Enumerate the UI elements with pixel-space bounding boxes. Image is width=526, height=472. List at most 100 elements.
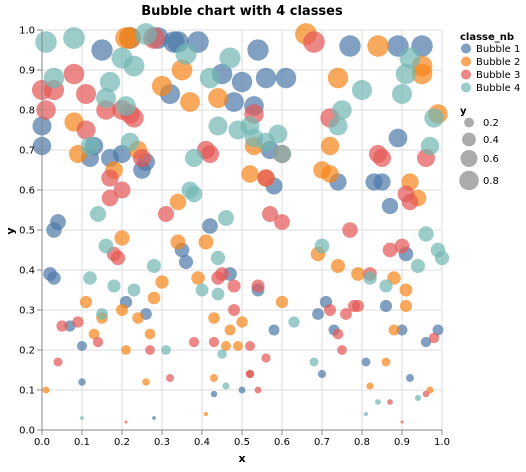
bubble-4-point bbox=[135, 23, 157, 45]
bubble-3-point bbox=[228, 304, 240, 316]
bubble-3-point bbox=[110, 250, 126, 266]
bubble-3-point bbox=[401, 193, 419, 211]
chart-title: Bubble chart with 4 classes bbox=[141, 4, 343, 19]
x-tick-label: 0.1 bbox=[74, 437, 90, 448]
bubble-3-point bbox=[382, 242, 398, 258]
size-legend-swatch bbox=[462, 132, 476, 147]
bubble-4-point bbox=[185, 185, 203, 203]
bubble-2-point bbox=[241, 165, 259, 183]
bubble-1-point bbox=[406, 374, 414, 382]
bubble-4-point bbox=[424, 108, 444, 128]
bubble-1-point bbox=[317, 369, 327, 379]
y-tick-label: 0.9 bbox=[19, 66, 35, 77]
size-legend-swatch bbox=[460, 150, 478, 167]
bubble-3-point bbox=[200, 144, 220, 164]
bubble-2-point bbox=[132, 312, 144, 324]
bubble-2-point bbox=[114, 230, 130, 246]
x-tick-label: 0.9 bbox=[394, 437, 410, 448]
legend-label: Bubble 2 bbox=[476, 57, 520, 68]
bubble-4-point bbox=[89, 205, 107, 223]
bubble-1-point bbox=[152, 416, 156, 420]
bubble-3-point bbox=[157, 205, 175, 223]
legend-swatch bbox=[461, 82, 471, 93]
bubble-3-point bbox=[332, 328, 344, 340]
bubble-4-point bbox=[116, 96, 136, 116]
bubble-3-point bbox=[101, 189, 119, 207]
size-legend-entry: 0.4 bbox=[462, 132, 499, 147]
bubble-1-point bbox=[224, 92, 244, 112]
bubble-1-point bbox=[388, 128, 408, 148]
bubble-2-point bbox=[366, 382, 374, 390]
bubble-2-point bbox=[411, 63, 433, 85]
bubble-4-point bbox=[414, 394, 422, 402]
bubble-4-point bbox=[98, 238, 114, 254]
bubbles-layer bbox=[31, 23, 450, 424]
bubble-2-point bbox=[210, 374, 218, 382]
bubble-3-point bbox=[261, 205, 279, 223]
bubble-4-point bbox=[288, 316, 300, 328]
bubble-3-point bbox=[53, 357, 63, 367]
size-legend-entry: 0.8 bbox=[459, 170, 499, 191]
bubble-1-point bbox=[210, 390, 218, 398]
legend-swatch bbox=[461, 56, 471, 67]
bubble-3-point bbox=[422, 390, 430, 398]
y-tick-label: 0.8 bbox=[19, 106, 35, 117]
bubble-2-point bbox=[151, 75, 173, 97]
bubble-3-point bbox=[132, 148, 152, 168]
bubble-1-point bbox=[91, 39, 113, 61]
bubble-2-point bbox=[351, 267, 365, 281]
x-tick-label: 0.3 bbox=[154, 437, 170, 448]
bubble-3-point bbox=[227, 279, 241, 293]
bubble-4-point bbox=[199, 67, 221, 89]
bubble-3-point bbox=[208, 336, 220, 348]
x-tick-label: 0.4 bbox=[194, 437, 210, 448]
bubble-2-point bbox=[79, 295, 93, 309]
bubble-2-point bbox=[399, 299, 413, 313]
bubble-4-point bbox=[363, 411, 369, 417]
bubble-2-point bbox=[367, 35, 389, 57]
bubble-4-point bbox=[175, 43, 197, 65]
bubble-4-point bbox=[379, 279, 393, 293]
bubble-3-point bbox=[340, 308, 352, 320]
y-tick-label: 0.5 bbox=[19, 226, 35, 237]
bubble-4-point bbox=[147, 259, 161, 273]
bubble-2-point bbox=[320, 136, 340, 156]
bubble-1-point bbox=[312, 308, 324, 320]
legend-label: Bubble 3 bbox=[476, 70, 520, 81]
y-tick-label: 1.0 bbox=[19, 26, 35, 37]
bubble-4-point bbox=[96, 308, 108, 320]
bubble-1-point bbox=[396, 324, 408, 336]
size-legend-label: 0.2 bbox=[483, 118, 499, 129]
bubble-4-point bbox=[272, 144, 292, 164]
bubble-4-point bbox=[80, 416, 84, 420]
bubble-3-point bbox=[124, 420, 128, 424]
bubble-3-point bbox=[400, 420, 404, 424]
y-tick-label: 0.1 bbox=[19, 386, 35, 397]
bubble-2-point bbox=[155, 275, 169, 289]
bubble-1-point bbox=[361, 357, 371, 367]
bubble-2-point bbox=[121, 345, 131, 355]
bubble-4-point bbox=[363, 271, 377, 285]
bubble-4-point bbox=[107, 279, 121, 293]
bubble-2-point bbox=[399, 283, 413, 297]
bubble-3-point bbox=[261, 353, 271, 363]
bubble-4-point bbox=[314, 238, 330, 254]
bubble-4-point bbox=[217, 349, 227, 359]
bubble-3-point bbox=[76, 120, 96, 140]
bubble-1-point bbox=[255, 67, 277, 89]
legend-label: Bubble 1 bbox=[476, 44, 520, 55]
bubble-3-point bbox=[257, 169, 275, 187]
x-tick-label: 0.7 bbox=[314, 437, 330, 448]
bubble-2-point bbox=[180, 92, 200, 112]
bubble-3-point bbox=[63, 63, 85, 85]
bubble-1-point bbox=[76, 340, 88, 352]
bubble-1-point bbox=[432, 324, 444, 336]
bubble-4-point bbox=[351, 79, 373, 101]
bubble-1-point bbox=[379, 299, 393, 313]
bubble-2-point bbox=[198, 234, 214, 250]
bubble-3-point bbox=[251, 279, 265, 293]
bubble-2-point bbox=[220, 340, 232, 352]
legend-entry-bubble-1: Bubble 1 bbox=[461, 43, 520, 55]
bubble-2-point bbox=[224, 324, 236, 336]
